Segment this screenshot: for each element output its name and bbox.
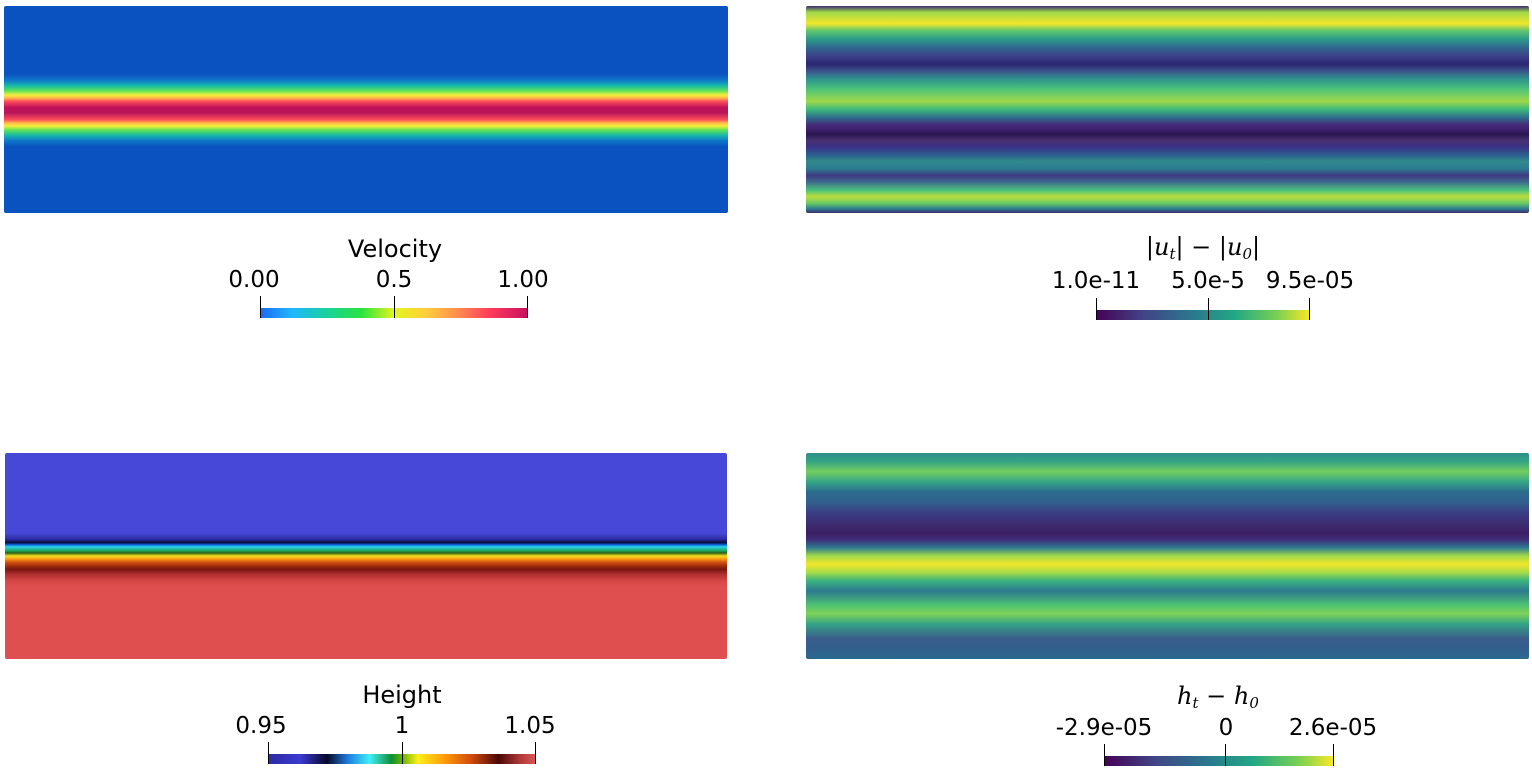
velocity-field-plot	[4, 6, 728, 213]
height-difference-tick-min: -2.9e-05	[1055, 715, 1153, 741]
velocity-difference-colorbar-title: |ut| − |u0|	[1145, 233, 1261, 263]
velocity-difference-tick-mark-min	[1096, 298, 1097, 320]
height-tick-mark-min	[268, 742, 269, 764]
height-difference-field-plot	[806, 453, 1529, 659]
velocity-difference-tick-mark-mid	[1208, 298, 1209, 320]
height-tick-min: 0.95	[235, 713, 287, 739]
height-tick-mark-mid	[402, 742, 403, 764]
height-colorbar-title: Height	[362, 681, 442, 709]
velocity-tick-min: 0.00	[228, 267, 280, 293]
height-difference-colorbar	[1104, 756, 1334, 766]
height-difference-tick-mark-max	[1333, 744, 1334, 766]
height-difference-tick-max: 2.6e-05	[1288, 715, 1378, 741]
velocity-tick-mark-min	[260, 296, 261, 318]
height-tick-mark-max	[535, 742, 536, 764]
height-difference-tick-mark-mid	[1225, 744, 1226, 766]
velocity-difference-tick-min: 1.0e-11	[1051, 268, 1141, 294]
velocity-difference-field-plot	[806, 6, 1529, 213]
velocity-tick-mark-mid	[394, 296, 395, 318]
height-difference-tick-mark-min	[1104, 744, 1105, 766]
velocity-colorbar-title: Velocity	[347, 235, 443, 263]
height-difference-colorbar-title: ht − h0	[1177, 682, 1259, 712]
height-difference-tick-mid: 0	[1218, 715, 1234, 741]
velocity-difference-tick-mid: 5.0e-5	[1171, 268, 1245, 294]
velocity-difference-colorbar	[1096, 310, 1310, 320]
velocity-tick-mark-max	[527, 296, 528, 318]
velocity-difference-tick-max: 9.5e-05	[1265, 268, 1355, 294]
velocity-difference-tick-mark-max	[1309, 298, 1310, 320]
height-field-plot	[5, 453, 727, 659]
velocity-tick-max: 1.00	[497, 267, 549, 293]
velocity-tick-mid: 0.5	[375, 267, 413, 293]
height-tick-mid: 1	[394, 713, 410, 739]
height-tick-max: 1.05	[504, 713, 556, 739]
